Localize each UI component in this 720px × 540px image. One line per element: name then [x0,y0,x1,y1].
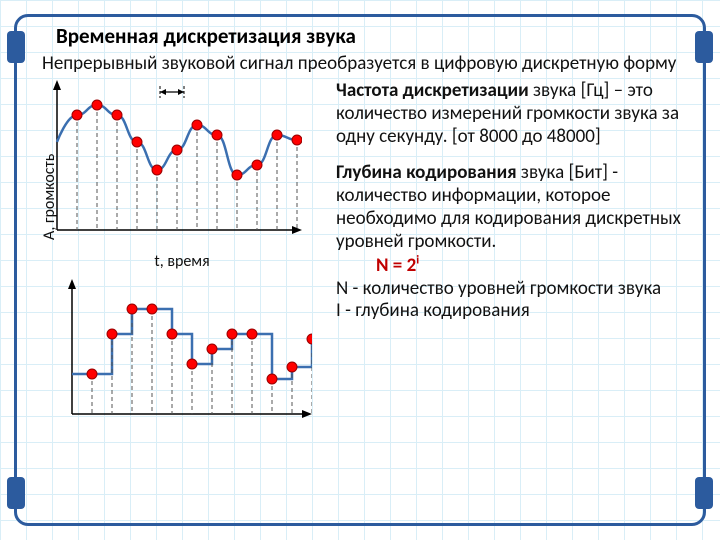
formula: N = 2i [336,254,419,277]
formula-i-desc: I - глубина кодирования [336,299,530,322]
frequency-paragraph: Частота дискретизации звука [Гц] – это к… [336,80,690,148]
formula-n-desc: N - количество уровней громкости звука [336,277,661,300]
continuous-wave-chart: A, громкость t, время [42,80,322,271]
depth-paragraph: Глубина кодирования звука [Бит] - количе… [336,162,690,323]
content-area: Временная дискретизация звука Непрерывны… [42,24,690,516]
frequency-heading: Частота дискретизации [336,79,529,102]
depth-heading: Глубина кодирования [336,161,517,184]
discrete-step-chart [62,279,322,429]
left-charts-column: A, громкость t, время [42,80,322,429]
intro-text: Непрерывный звуковой сигнал преобразуетс… [42,53,690,76]
chart1-svg [42,80,302,250]
right-text-column: Частота дискретизации звука [Гц] – это к… [322,80,690,429]
x-axis-label: t, время [42,252,322,271]
page-title: Временная дискретизация звука [42,24,690,49]
y-axis-label: A, громкость [40,154,59,240]
chart2-svg [62,279,312,429]
